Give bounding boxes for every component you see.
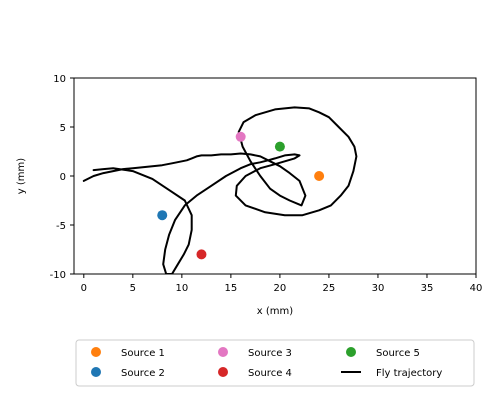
x-tick-label: 5	[130, 283, 136, 294]
legend-label-source-2: Source 2	[121, 368, 165, 379]
legend-swatch-source-1	[91, 347, 101, 357]
y-tick-label: 10	[53, 74, 66, 85]
y-tick-label: 5	[60, 123, 66, 134]
legend-swatch-source-5	[346, 347, 356, 357]
x-tick-label: 15	[225, 283, 238, 294]
legend-label-source-3: Source 3	[248, 348, 292, 359]
source-point-source-5	[274, 141, 285, 152]
legend-label-fly-trajectory: Fly trajectory	[376, 368, 442, 379]
legend-label-source-1: Source 1	[121, 348, 165, 359]
plot-area	[74, 78, 476, 274]
legend-swatch-source-2	[91, 367, 101, 377]
source-point-source-2	[157, 210, 168, 221]
x-tick-label: 10	[175, 283, 188, 294]
y-tick-label: -10	[50, 270, 66, 281]
y-tick-label: 0	[60, 172, 66, 183]
x-tick-label: 30	[372, 283, 385, 294]
axes: 0 5 10 15 20 25 30 35 40 -10 -5 0 5 10 x (mm) y (mm)	[16, 74, 482, 317]
legend-box	[75, 339, 475, 387]
x-tick-label: 0	[81, 283, 87, 294]
chart-marks	[82, 106, 358, 274]
fly-trajectory-line	[82, 106, 358, 274]
legend: Source 1 Source 2 Source 3 Source 4 Source 5…	[75, 339, 475, 387]
x-tick-label: 25	[323, 283, 336, 294]
legend-label-source-4: Source 4	[248, 368, 292, 379]
legend-swatch-source-3	[218, 347, 228, 357]
x-tick-label: 35	[421, 283, 434, 294]
source-point-source-4	[196, 249, 207, 260]
x-tick-label: 40	[470, 283, 483, 294]
source-point-source-1	[314, 171, 325, 181]
legend-swatch-source-4	[218, 367, 228, 377]
y-tick-label: -5	[56, 221, 66, 232]
plot-background	[74, 78, 476, 274]
x-tick-label: 20	[274, 283, 287, 294]
x-axis-label: x (mm)	[257, 306, 293, 317]
source-point-source-3	[235, 131, 246, 142]
y-axis-label: y (mm)	[16, 158, 27, 194]
legend-label-source-5: Source 5	[376, 348, 420, 359]
